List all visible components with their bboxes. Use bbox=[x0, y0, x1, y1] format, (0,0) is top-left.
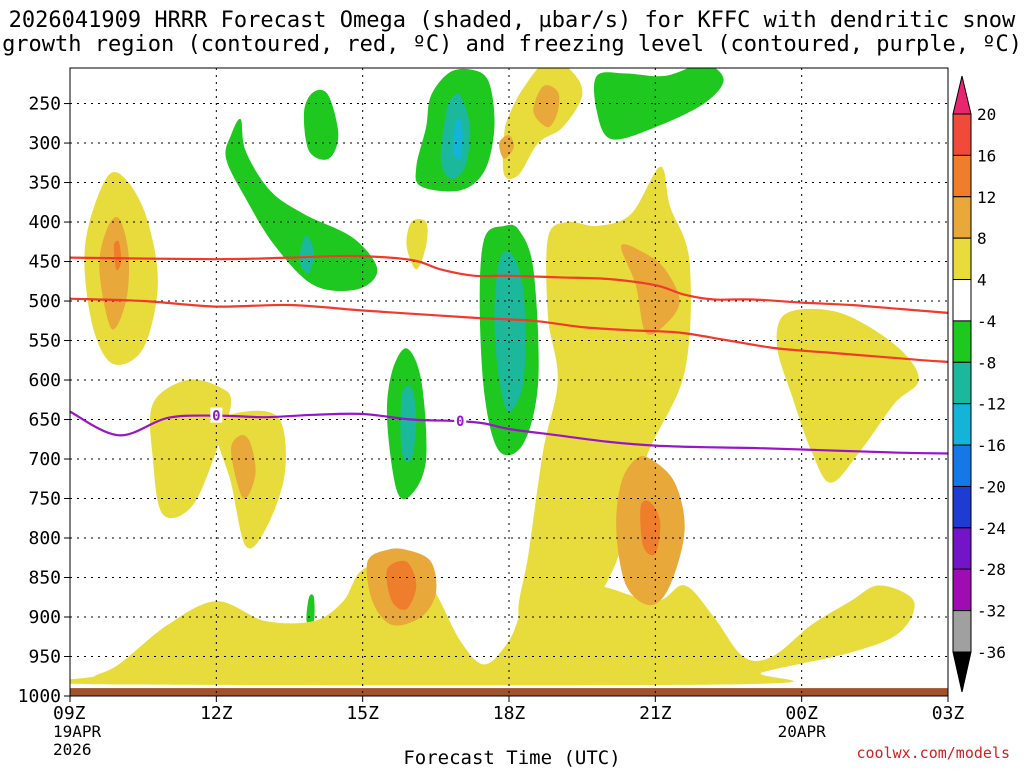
y-tick-label-400: 400 bbox=[28, 212, 61, 233]
x-tick-label-00Z: 00Z bbox=[785, 703, 818, 724]
omega-region-ascent-core-14z bbox=[299, 235, 314, 274]
chart-title-line-1: 2026041909 HRRR Forecast Omega (shaded, … bbox=[8, 8, 1016, 33]
x-axis-title: Forecast Time (UTC) bbox=[403, 747, 621, 769]
x-tick-year-09Z: 2026 bbox=[53, 740, 92, 759]
dendritic-isotherm-upper bbox=[70, 254, 948, 314]
omega-region-descent-12z-block bbox=[149, 379, 232, 519]
colorbar-label-5: -4 bbox=[977, 312, 996, 331]
omega-region-descent-low-band bbox=[70, 560, 915, 686]
freezing-label-bg-1 bbox=[454, 413, 467, 429]
freezing-label-bg-0 bbox=[210, 407, 223, 423]
omega-region-descent-right-mid bbox=[776, 308, 919, 483]
colorbar-label-12: -32 bbox=[977, 602, 1006, 621]
y-tick-label-950: 950 bbox=[28, 647, 61, 668]
y-tick-label-650: 650 bbox=[28, 410, 61, 431]
omega-region-descent-core-19z bbox=[533, 85, 560, 128]
freezing-level-label-1: 0 bbox=[456, 414, 464, 430]
y-tick-label-300: 300 bbox=[28, 133, 61, 154]
omega-region-ascent-core-18z bbox=[494, 251, 526, 412]
colorbar-swatch-10 bbox=[952, 527, 972, 570]
colorbar-swatch-4 bbox=[952, 279, 972, 322]
colorbar-swatch-8 bbox=[952, 444, 972, 487]
colorbar-label-9: -20 bbox=[977, 477, 1006, 496]
colorbar-swatch-0 bbox=[952, 113, 972, 156]
y-tick-label-800: 800 bbox=[28, 528, 61, 549]
x-tick-date-09Z: 19APR bbox=[53, 722, 102, 741]
colorbar-swatch-9 bbox=[952, 485, 972, 529]
y-tick-label-750: 750 bbox=[28, 489, 61, 510]
y-tick-label-500: 500 bbox=[28, 291, 61, 312]
x-tick-label-12Z: 12Z bbox=[200, 703, 233, 724]
omega-region-descent-core-18z-small bbox=[499, 135, 515, 159]
colorbar-swatch-6 bbox=[952, 361, 972, 405]
x-tick-label-03Z: 03Z bbox=[932, 703, 965, 724]
y-tick-label-850: 850 bbox=[28, 568, 61, 589]
colorbar-bottom-arrow bbox=[952, 651, 972, 693]
colorbar-label-2: 12 bbox=[977, 188, 996, 207]
colorbar-top-arrow bbox=[952, 75, 972, 115]
x-tick-date-00Z: 20APR bbox=[778, 722, 827, 741]
omega-region-ascent-upper-right bbox=[594, 68, 724, 140]
y-tick-label-350: 350 bbox=[28, 173, 61, 194]
colorbar-swatch-2 bbox=[952, 196, 972, 239]
colorbar-label-10: -24 bbox=[977, 519, 1006, 538]
colorbar-label-6: -8 bbox=[977, 353, 996, 372]
omega-region-ascent-small-14z bbox=[303, 89, 339, 160]
y-tick-label-1000: 1000 bbox=[18, 686, 61, 707]
freezing-level-label-0: 0 bbox=[212, 409, 220, 425]
omega-region-descent-peak-16z bbox=[386, 560, 417, 610]
colorbar-label-8: -16 bbox=[977, 436, 1006, 455]
x-tick-label-21Z: 21Z bbox=[639, 703, 672, 724]
omega-region-descent-peak-21z bbox=[640, 500, 661, 556]
colorbar-label-4: 4 bbox=[977, 271, 987, 290]
omega-region-descent-core-13z bbox=[230, 434, 256, 500]
site-credit: coolwx.com/models bbox=[856, 744, 1010, 762]
omega-region-descent-small-16z bbox=[406, 219, 428, 270]
colorbar-label-1: 16 bbox=[977, 146, 996, 165]
colorbar-swatch-1 bbox=[952, 154, 972, 198]
colorbar-swatch-11 bbox=[952, 568, 972, 612]
omega-region-ascent-peak-upper bbox=[452, 118, 463, 160]
x-tick-label-15Z: 15Z bbox=[346, 703, 379, 724]
colorbar-label-7: -12 bbox=[977, 395, 1006, 414]
colorbar-label-11: -28 bbox=[977, 560, 1006, 579]
colorbar-swatch-7 bbox=[952, 403, 972, 446]
colorbar-swatch-3 bbox=[952, 237, 972, 281]
x-tick-label-09Z: 09Z bbox=[53, 703, 86, 724]
colorbar-label-3: 8 bbox=[977, 229, 987, 248]
y-tick-label-900: 900 bbox=[28, 607, 61, 628]
y-tick-label-250: 250 bbox=[28, 94, 61, 115]
x-tick-label-18Z: 18Z bbox=[493, 703, 526, 724]
omega-region-ascent-tiny-14z bbox=[306, 594, 315, 624]
colorbar-label-13: -36 bbox=[977, 643, 1006, 662]
chart-title-line-2: growth region (contoured, red, ºC) and f… bbox=[2, 32, 1022, 57]
colorbar-swatch-5 bbox=[952, 320, 972, 363]
omega-region-descent-peak-10z bbox=[113, 240, 122, 271]
dendritic-isotherm-lower bbox=[70, 297, 948, 363]
y-tick-label-450: 450 bbox=[28, 252, 61, 273]
colorbar-label-0: 20 bbox=[977, 105, 996, 124]
y-tick-label-550: 550 bbox=[28, 331, 61, 352]
y-tick-label-600: 600 bbox=[28, 370, 61, 391]
omega-region-ascent-core-16z bbox=[400, 385, 417, 462]
omega-region-ascent-upper-left bbox=[225, 118, 378, 292]
omega-region-descent-core-21z-mid bbox=[621, 244, 680, 335]
colorbar-swatch-12 bbox=[952, 610, 972, 653]
y-tick-label-700: 700 bbox=[28, 449, 61, 470]
